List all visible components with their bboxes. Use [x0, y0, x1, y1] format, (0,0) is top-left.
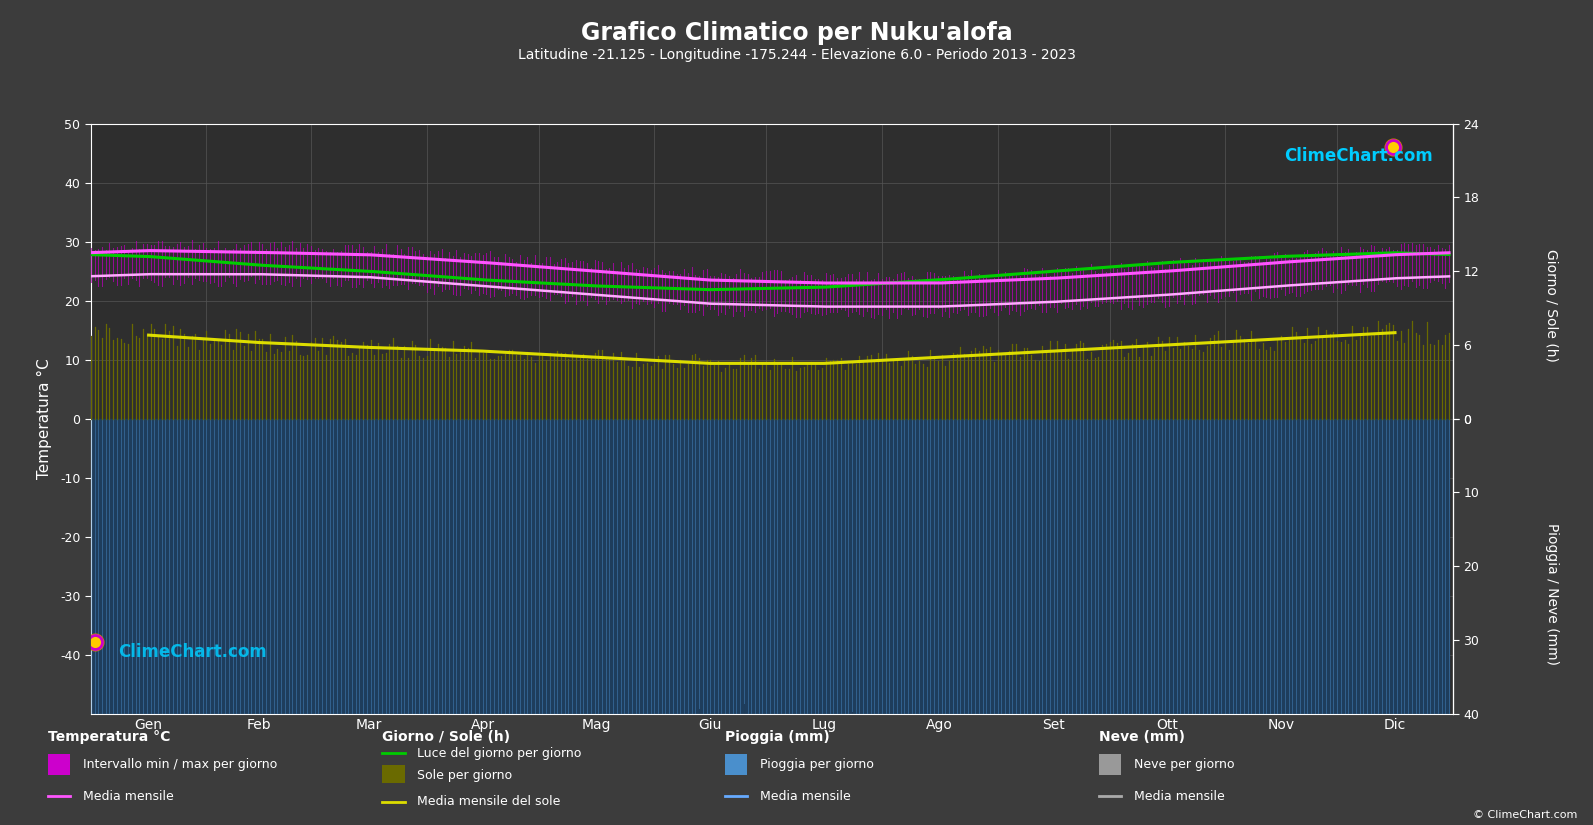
Text: Latitudine -21.125 - Longitudine -175.244 - Elevazione 6.0 - Periodo 2013 - 2023: Latitudine -21.125 - Longitudine -175.24…	[518, 48, 1075, 62]
Text: Grafico Climatico per Nuku'alofa: Grafico Climatico per Nuku'alofa	[580, 21, 1013, 45]
Bar	[48, 754, 70, 776]
Bar	[1099, 754, 1121, 776]
Text: Media mensile: Media mensile	[760, 790, 851, 803]
Text: Luce del giorno per giorno: Luce del giorno per giorno	[417, 747, 581, 760]
Text: Media mensile del sole: Media mensile del sole	[417, 795, 561, 808]
Text: ClimeChart.com: ClimeChart.com	[118, 643, 266, 661]
Y-axis label: Temperatura °C: Temperatura °C	[37, 358, 51, 479]
Text: © ClimeChart.com: © ClimeChart.com	[1472, 809, 1577, 820]
Text: Media mensile: Media mensile	[1134, 790, 1225, 803]
Text: Neve (mm): Neve (mm)	[1099, 730, 1185, 744]
Text: Media mensile: Media mensile	[83, 790, 174, 803]
Text: Sole per giorno: Sole per giorno	[417, 769, 513, 782]
Text: ClimeChart.com: ClimeChart.com	[1284, 148, 1432, 165]
Bar	[725, 754, 747, 776]
Text: Pioggia per giorno: Pioggia per giorno	[760, 758, 873, 771]
Text: Neve per giorno: Neve per giorno	[1134, 758, 1235, 771]
Text: Intervallo min / max per giorno: Intervallo min / max per giorno	[83, 758, 277, 771]
Text: Temperatura °C: Temperatura °C	[48, 730, 170, 744]
Text: Giorno / Sole (h): Giorno / Sole (h)	[382, 730, 510, 744]
Text: Pioggia / Neve (mm): Pioggia / Neve (mm)	[1545, 523, 1558, 665]
Text: Pioggia (mm): Pioggia (mm)	[725, 730, 830, 744]
Bar	[382, 765, 405, 783]
Text: Giorno / Sole (h): Giorno / Sole (h)	[1545, 249, 1558, 361]
